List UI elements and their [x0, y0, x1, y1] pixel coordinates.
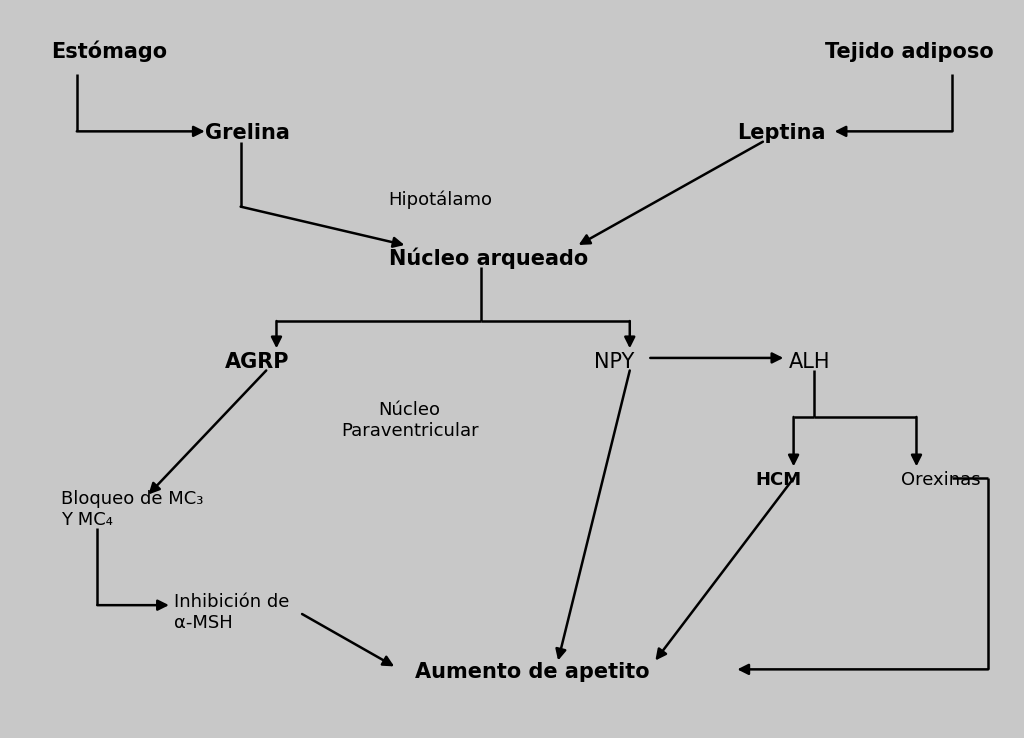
Text: Núcleo arqueado: Núcleo arqueado: [389, 247, 589, 269]
Text: HCM: HCM: [755, 471, 802, 489]
Text: ALH: ALH: [788, 351, 830, 372]
Text: Aumento de apetito: Aumento de apetito: [415, 661, 650, 682]
Text: Orexinas: Orexinas: [901, 471, 981, 489]
Text: Estómago: Estómago: [51, 41, 167, 63]
Text: AGRP: AGRP: [225, 351, 290, 372]
Text: Bloqueo de MC₃
Y MC₄: Bloqueo de MC₃ Y MC₄: [61, 490, 204, 528]
Text: NPY: NPY: [594, 351, 634, 372]
Text: Hipotálamo: Hipotálamo: [388, 190, 493, 209]
Text: Grelina: Grelina: [205, 123, 290, 143]
Text: Leptina: Leptina: [737, 123, 825, 143]
Text: Tejido adiposo: Tejido adiposo: [824, 41, 993, 62]
Text: Núcleo
Paraventricular: Núcleo Paraventricular: [341, 401, 478, 440]
Text: Inhibición de
α-MSH: Inhibición de α-MSH: [174, 593, 290, 632]
